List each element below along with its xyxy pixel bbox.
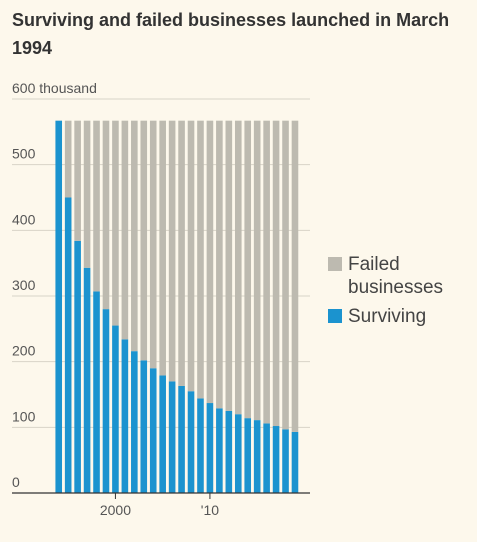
bar-segment: [159, 120, 166, 376]
bar-segment: [178, 120, 185, 386]
bar-segment: [102, 120, 110, 310]
x-tick-label: 2000: [100, 502, 131, 518]
bar-segment: [168, 381, 176, 493]
y-tick-label: 600 thousand: [12, 80, 97, 96]
bar-segment: [282, 429, 289, 493]
bar-segment: [197, 398, 204, 493]
bar-segment: [253, 120, 261, 421]
bar-segment: [112, 120, 119, 326]
bar-segment: [140, 120, 148, 361]
bar-segment: [291, 431, 299, 493]
bar-segment: [244, 418, 252, 493]
legend-item: Surviving: [328, 305, 468, 328]
bar-segment: [206, 120, 214, 404]
bar-segment: [216, 120, 223, 409]
bar-segment: [291, 120, 299, 432]
bar-segment: [187, 120, 195, 392]
bar-segment: [93, 120, 100, 292]
bar-segment: [74, 240, 81, 493]
bar-segment: [159, 375, 166, 493]
legend-item: Failed businesses: [328, 253, 468, 299]
bar-segment: [55, 120, 63, 494]
y-tick-label: 400: [12, 211, 36, 227]
bar-segment: [187, 391, 195, 493]
bar-segment: [197, 120, 204, 399]
bar-segment: [64, 197, 72, 493]
y-tick-label: 100: [12, 408, 36, 424]
chart-title: Surviving and failed businesses launched…: [12, 10, 450, 58]
bar-segment: [272, 120, 280, 427]
bar-segment: [216, 408, 223, 493]
bar-segment: [282, 120, 289, 430]
bar-segment: [140, 360, 148, 493]
legend: Failed businesses Surviving: [328, 253, 468, 334]
legend-swatch: [328, 257, 342, 271]
y-tick-label: 0: [12, 474, 20, 490]
bar-segment: [131, 120, 138, 352]
bar-segment: [206, 403, 214, 493]
bar-segment: [131, 351, 138, 493]
bar-segment: [64, 120, 72, 198]
bar-segment: [244, 120, 252, 419]
legend-swatch: [328, 309, 342, 323]
bar-segment: [93, 291, 100, 493]
bar-segment: [83, 267, 91, 493]
bar-segment: [253, 420, 261, 493]
bar-segment: [121, 339, 129, 493]
bar-segment: [263, 423, 270, 493]
bar-segment: [121, 120, 129, 340]
y-tick-label: 300: [12, 277, 36, 293]
bar-segment: [74, 120, 81, 241]
bar-segment: [112, 325, 119, 493]
bar-segment: [149, 368, 157, 493]
bar-segment: [178, 385, 185, 493]
bar-segment: [225, 120, 233, 411]
legend-label: Failed businesses: [348, 254, 444, 298]
y-tick-label: 200: [12, 343, 36, 359]
bar-segment: [234, 414, 242, 493]
bar-segment: [225, 410, 233, 493]
bar-segment: [102, 309, 110, 493]
bar-segment: [234, 120, 242, 415]
bar-segment: [272, 426, 280, 493]
x-tick-label: '10: [201, 502, 219, 518]
bar-segment: [83, 120, 91, 268]
legend-label: Surviving: [348, 306, 427, 327]
bar-segment: [263, 120, 270, 424]
bar-segment: [168, 120, 176, 382]
y-tick-label: 500: [12, 146, 36, 162]
bar-segment: [149, 120, 157, 369]
